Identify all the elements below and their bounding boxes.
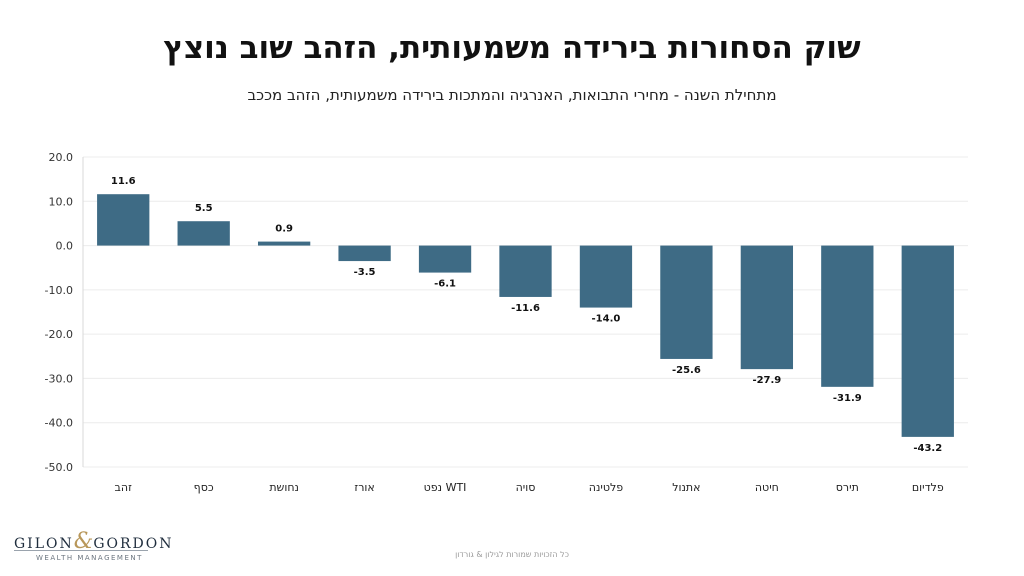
bar — [821, 245, 874, 387]
bar-value-label: -11.6 — [511, 303, 540, 314]
bar — [740, 245, 794, 370]
y-tick-label: -40.0 — [45, 417, 73, 430]
bar — [660, 245, 713, 359]
y-tick-label: 10.0 — [49, 195, 74, 208]
chart-value-labels: 11.6 5.5 0.9 -3.5 -6.1 -11.6 -14.0 -25.6 -27.9 -3… — [111, 176, 942, 454]
x-tick-label: פלטינה — [589, 481, 623, 494]
chart-grid — [82, 156, 968, 468]
x-tick-label: אתנול — [672, 481, 700, 494]
logo-right-word: GORDON — [93, 536, 174, 552]
bar-value-label: 5.5 — [195, 203, 213, 214]
bar — [97, 194, 150, 246]
page-subtitle: מתחילת השנה - מחירי התבואות, האנרגיה והמ… — [247, 86, 777, 104]
x-tick-label: נחושת — [269, 481, 299, 494]
bar-value-label: -3.5 — [354, 267, 376, 278]
bar — [257, 241, 311, 246]
y-tick-label: 20.0 — [49, 151, 74, 164]
bar — [418, 245, 472, 273]
x-tick-label: WTI נפט — [424, 481, 467, 494]
logo-ampersand: & — [73, 529, 94, 554]
logo-left-word: GILON — [14, 536, 74, 552]
y-tick-label: -20.0 — [45, 328, 73, 341]
bar-value-label: -6.1 — [434, 279, 456, 290]
x-tick-label: זהב — [115, 481, 133, 494]
page-title: שוק הסחורות בירידה משמעותית, הזהב שוב נו… — [163, 30, 861, 66]
x-tick-label: כסף — [194, 481, 214, 494]
bar-value-label: -31.9 — [833, 393, 862, 404]
bar-value-label: 11.6 — [111, 176, 136, 187]
y-tick-label: -10.0 — [45, 284, 73, 297]
bar — [338, 245, 391, 262]
x-tick-label: סויה — [516, 481, 536, 494]
bar — [901, 245, 954, 437]
bar-value-label: 0.9 — [275, 224, 293, 235]
y-axis-tick-labels: 20.0 10.0 0.0 -10.0 -20.0 -30.0 -40.0 -50.0 — [45, 151, 73, 474]
copyright-footer: כל הזכויות שמורות לגילון & גורדון — [455, 550, 569, 559]
bar-value-label: -43.2 — [913, 443, 942, 454]
bar-value-label: -27.9 — [752, 375, 781, 386]
bar-value-label: -25.6 — [672, 365, 701, 376]
bar-value-label: -14.0 — [592, 314, 621, 325]
y-tick-label: 0.0 — [56, 240, 74, 253]
chart-bars — [97, 194, 954, 437]
bar — [579, 245, 633, 308]
y-tick-label: -30.0 — [45, 372, 73, 385]
bar — [177, 221, 230, 246]
logo-divider — [14, 550, 148, 551]
x-tick-label: תירס — [836, 481, 859, 494]
x-tick-label: פלדיום — [912, 481, 944, 494]
x-tick-label: אורז — [354, 481, 374, 494]
company-logo: GILON&GORDON WEALTH MANAGEMENT — [14, 529, 171, 565]
x-axis-tick-labels: זהב כסף נחושת אורז WTI נפט סויה פלטינה אתנול חיט… — [115, 481, 944, 494]
logo-tagline: WEALTH MANAGEMENT — [36, 554, 143, 562]
x-tick-label: חיטה — [755, 481, 779, 494]
bar — [499, 245, 552, 297]
y-tick-label: -50.0 — [45, 461, 73, 474]
logo-wordmark: GILON&GORDON — [14, 529, 174, 554]
